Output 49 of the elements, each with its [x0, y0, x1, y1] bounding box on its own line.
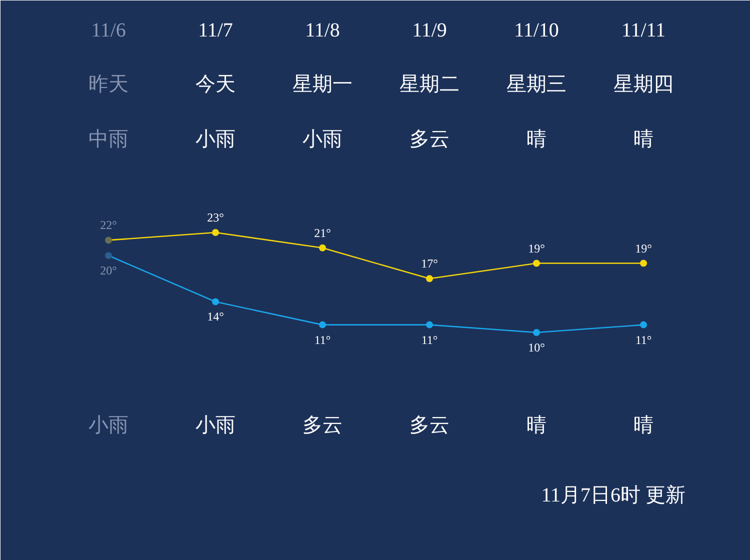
text: 今天 — [196, 74, 236, 96]
text: 星期二 — [400, 74, 460, 96]
text: 星期四 — [614, 74, 674, 96]
point — [640, 321, 647, 328]
x-tick-label: 11/9 — [412, 20, 447, 42]
point — [533, 260, 540, 267]
data-label: 10° — [528, 340, 546, 354]
data-label: 11° — [314, 332, 331, 347]
text: 小雨 — [302, 128, 342, 150]
point — [212, 298, 219, 306]
text: 昨天 — [88, 74, 128, 96]
point — [426, 275, 433, 282]
x-tick-label: 11/8 — [305, 20, 340, 42]
text: 11月7日6时 更新 — [541, 484, 686, 506]
x-tick-label: 11/10 — [514, 20, 559, 42]
data-label: 17° — [421, 256, 438, 271]
data-label: 11° — [421, 332, 438, 347]
text: 晴 — [634, 128, 654, 150]
point — [105, 236, 112, 244]
point — [212, 229, 219, 236]
text: 晴 — [526, 414, 546, 436]
x-tick-label: 11/6 — [91, 20, 126, 42]
data-label: 20° — [100, 264, 118, 278]
point — [533, 329, 540, 336]
text: 晴 — [634, 414, 654, 436]
point — [105, 252, 112, 260]
x-tick-label: 11/7 — [198, 20, 233, 42]
text: 小雨 — [196, 128, 236, 150]
text: 晴 — [526, 128, 546, 150]
data-label: 21° — [314, 226, 332, 240]
point — [426, 321, 433, 328]
point — [319, 321, 326, 328]
text: 中雨 — [88, 128, 128, 150]
text: 星期三 — [506, 74, 566, 96]
point — [640, 260, 647, 267]
text: 小雨 — [88, 414, 128, 436]
text: 多云 — [302, 414, 342, 436]
data-label: 23° — [207, 210, 224, 224]
data-label: 14° — [207, 310, 224, 324]
text: 小雨 — [196, 414, 236, 436]
text: 多云 — [410, 414, 450, 436]
data-label: 19° — [635, 241, 652, 256]
data-label: 22° — [100, 218, 118, 232]
text: 星期一 — [292, 74, 352, 96]
data-label: 11° — [635, 332, 652, 347]
x-tick-label: 11/11 — [621, 20, 666, 42]
point — [319, 244, 326, 252]
text: 多云 — [410, 128, 450, 150]
data-label: 19° — [528, 241, 546, 256]
